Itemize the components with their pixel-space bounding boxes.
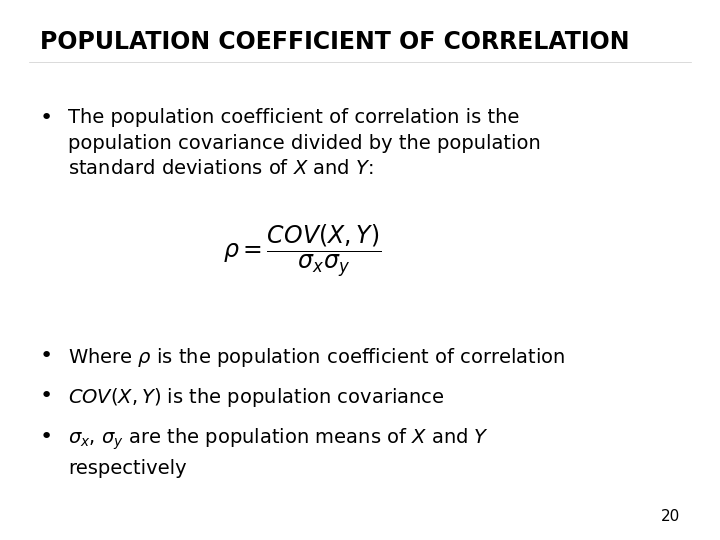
Text: $\sigma_x$, $\sigma_y$ are the population means of $X$ and $Y$
respectively: $\sigma_x$, $\sigma_y$ are the populatio… [68,427,490,478]
Text: •: • [40,108,53,128]
Text: •: • [40,427,53,447]
Text: The population coefficient of correlation is the
population covariance divided b: The population coefficient of correlatio… [68,108,541,179]
Text: 20: 20 [661,509,680,524]
Text: $\rho = \dfrac{COV(X,Y)}{\sigma_x\sigma_y}$: $\rho = \dfrac{COV(X,Y)}{\sigma_x\sigma_… [223,222,382,280]
Text: •: • [40,386,53,406]
Text: $COV(X,Y)$ is the population covariance: $COV(X,Y)$ is the population covariance [68,386,445,409]
Text: POPULATION COEFFICIENT OF CORRELATION: POPULATION COEFFICIENT OF CORRELATION [40,30,629,53]
Text: •: • [40,346,53,366]
Text: Where $\rho$ is the population coefficient of correlation: Where $\rho$ is the population coefficie… [68,346,566,369]
